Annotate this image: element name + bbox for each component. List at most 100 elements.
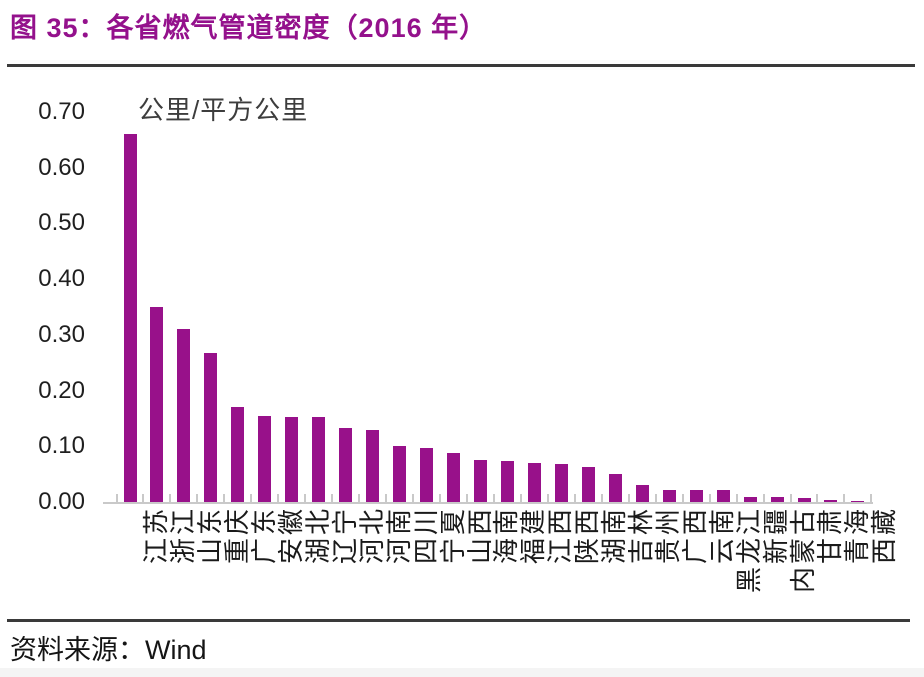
x-tick-mark: [331, 494, 334, 502]
x-tick-mark: [358, 494, 361, 502]
x-axis-label: 湖北: [278, 506, 333, 616]
y-tick-label: 0.70: [38, 98, 85, 126]
x-tick-mark: [115, 494, 118, 502]
bar: [420, 448, 434, 502]
bar: [527, 463, 541, 502]
x-axis-label: 四川: [386, 506, 441, 616]
bar: [770, 497, 784, 502]
x-axis-label: 贵州: [629, 506, 683, 616]
source-line: 资料来源：Wind: [10, 628, 207, 667]
x-axis-label: 西藏: [844, 506, 899, 616]
x-tick-mark: [466, 494, 468, 502]
x-axis-label: 甘肃: [791, 506, 845, 616]
bar: [662, 490, 676, 502]
y-axis-unit-label: 公里/平方公里: [138, 95, 309, 125]
x-axis-line: [103, 502, 873, 504]
bar: [204, 353, 218, 502]
bar: [393, 446, 407, 502]
x-axis-label: 宁夏: [413, 506, 468, 616]
x-axis-label: 重庆: [197, 506, 252, 616]
x-tick-mark: [789, 494, 792, 502]
x-axis-label: 内蒙古: [764, 506, 818, 616]
x-tick-mark: [681, 494, 684, 502]
x-tick-mark: [600, 494, 603, 502]
source-label: 资料来源：: [10, 635, 145, 665]
x-axis-label: 海南: [467, 506, 521, 616]
x-axis-label-text: 西藏: [868, 506, 899, 565]
bar: [797, 498, 811, 502]
bar: [177, 329, 191, 502]
x-axis-label: 江苏: [117, 506, 171, 616]
x-tick-mark: [277, 494, 280, 502]
x-axis-label: 广西: [656, 506, 710, 616]
x-axis-label: 陕西: [548, 506, 602, 616]
x-axis-label: 辽宁: [305, 506, 360, 616]
bar: [231, 407, 245, 502]
x-tick-mark: [546, 494, 549, 502]
x-tick-mark: [573, 494, 576, 502]
x-axis-label: 河北: [332, 506, 387, 616]
x-axis-label: 山东: [170, 506, 225, 616]
x-axis-label: 广东: [224, 506, 279, 616]
x-axis-label: 安徽: [251, 506, 306, 616]
x-axis-label: 河南: [359, 506, 414, 616]
y-tick-label: 0.40: [38, 265, 85, 293]
bar: [635, 485, 649, 502]
y-tick-label: 0.00: [38, 488, 85, 515]
footer-divider: [7, 619, 910, 622]
source-value: Wind: [145, 635, 207, 665]
x-tick-mark: [169, 494, 172, 502]
y-tick-label: 0.60: [38, 153, 85, 181]
bar: [339, 428, 353, 502]
bar: [689, 490, 703, 502]
x-tick-mark: [492, 494, 495, 502]
y-tick-label: 0.20: [38, 376, 85, 404]
bar: [150, 307, 164, 502]
bar: [824, 500, 838, 502]
bar: [285, 417, 299, 502]
bar: [473, 460, 487, 502]
bar: [743, 497, 757, 502]
y-tick-label: 0.30: [38, 320, 85, 348]
bar: [716, 490, 730, 502]
bar: [581, 467, 595, 502]
x-tick-mark: [762, 494, 765, 502]
x-tick-mark: [304, 494, 307, 502]
x-tick-mark: [519, 494, 522, 502]
x-tick-mark: [250, 494, 253, 502]
bar: [312, 417, 326, 502]
x-tick-mark: [654, 494, 657, 502]
x-tick-mark: [412, 494, 415, 502]
x-axis-label: 云南: [683, 506, 737, 616]
x-tick-mark: [385, 494, 388, 502]
x-tick-mark: [196, 494, 199, 502]
x-tick-mark: [439, 494, 442, 502]
x-axis-label: 湖南: [575, 506, 629, 616]
x-axis-label: 青海: [817, 506, 872, 616]
x-axis-label: 黑龙江: [710, 506, 764, 616]
x-tick-mark: [816, 494, 819, 502]
x-tick-mark: [627, 494, 630, 502]
x-tick-mark: [735, 494, 738, 502]
figure-title: 图 35：各省燃气管道密度（2016 年）: [10, 13, 488, 43]
bar: [366, 430, 380, 502]
bottom-strip: [0, 668, 924, 677]
y-tick-label: 0.10: [38, 432, 85, 460]
bar: [608, 474, 622, 502]
bar: [258, 416, 272, 502]
x-axis-label: 福建: [494, 506, 548, 616]
x-tick-mark: [870, 494, 873, 502]
y-tick-label: 0.50: [38, 209, 85, 237]
bar: [500, 461, 514, 502]
x-tick-mark: [223, 494, 226, 502]
bar: [447, 453, 461, 502]
x-axis-label: 新疆: [737, 506, 791, 616]
x-axis-label: 山西: [440, 506, 495, 616]
title-divider: [7, 64, 915, 67]
x-axis-label: 吉林: [602, 506, 656, 616]
x-tick-mark: [142, 494, 145, 502]
x-axis-label: 浙江: [143, 506, 198, 616]
bar: [851, 501, 865, 502]
x-axis-label: 江西: [521, 506, 575, 616]
